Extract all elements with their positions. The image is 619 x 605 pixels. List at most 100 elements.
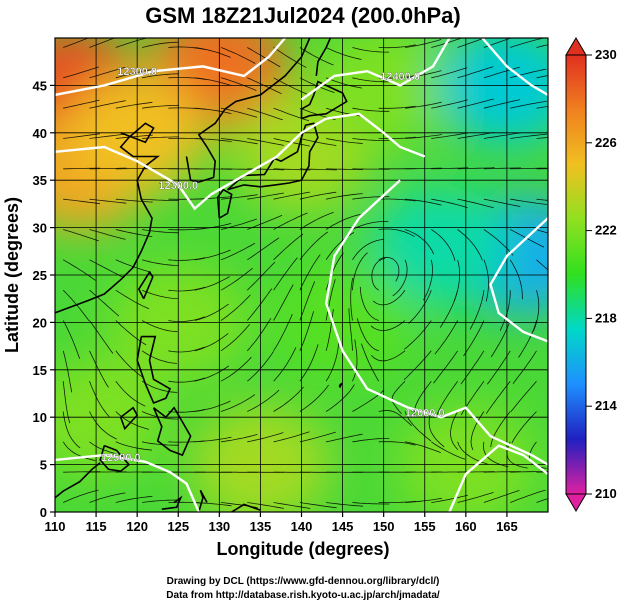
streamline bbox=[499, 290, 511, 331]
streamline bbox=[482, 441, 509, 468]
streamline bbox=[247, 317, 272, 352]
streamline bbox=[141, 350, 178, 364]
streamline bbox=[89, 133, 127, 139]
x-axis-ticks: 110 115 120 125 130 135 140 145 150 155 160 165 bbox=[45, 512, 518, 534]
streamline bbox=[63, 99, 100, 109]
streamline bbox=[273, 386, 304, 412]
streamline bbox=[115, 229, 153, 237]
streamline bbox=[431, 99, 468, 109]
streamline bbox=[536, 229, 548, 234]
coastline-segment bbox=[216, 188, 233, 219]
plot-area: 12300.0 12300.0 12400.0 12000.0 12500.0 bbox=[55, 38, 548, 512]
y-tick-label: 25 bbox=[33, 268, 47, 283]
streamline bbox=[371, 350, 406, 362]
coastline-segment bbox=[300, 80, 348, 120]
streamline bbox=[142, 198, 179, 201]
streamline bbox=[63, 259, 96, 281]
streamline bbox=[115, 441, 153, 451]
streamline bbox=[370, 320, 406, 331]
streamline bbox=[352, 502, 390, 505]
streamline bbox=[483, 259, 489, 302]
streamline bbox=[299, 138, 337, 146]
streamline bbox=[115, 380, 146, 407]
streamline bbox=[536, 44, 548, 48]
streamline bbox=[299, 191, 337, 200]
streamline bbox=[325, 384, 355, 412]
streamline bbox=[89, 198, 127, 204]
streamline bbox=[485, 380, 511, 414]
x-tick-label: 160 bbox=[455, 519, 477, 534]
colorbar-tick-label: 222 bbox=[595, 223, 617, 238]
height-contour bbox=[55, 112, 426, 211]
streamline bbox=[483, 490, 520, 503]
streamline bbox=[220, 267, 253, 291]
streamline bbox=[115, 350, 145, 379]
streamline bbox=[89, 492, 126, 503]
streamline bbox=[194, 276, 230, 291]
streamline bbox=[299, 311, 314, 351]
x-tick-label: 125 bbox=[167, 519, 189, 534]
height-contours: 12300.0 12300.0 12400.0 12000.0 12500.0 bbox=[55, 38, 548, 512]
streamline bbox=[359, 286, 379, 321]
streamline bbox=[350, 278, 354, 321]
streamline bbox=[62, 320, 81, 359]
colorbar: 210 214 218 222 226 230 bbox=[565, 37, 617, 512]
streamline bbox=[220, 77, 257, 91]
streamline bbox=[115, 101, 153, 109]
coastline-segment bbox=[198, 489, 208, 512]
height-contour bbox=[448, 444, 548, 512]
streamline bbox=[510, 380, 537, 413]
streamline bbox=[325, 279, 336, 321]
streamline bbox=[89, 289, 120, 317]
streamline bbox=[247, 47, 281, 68]
streamline bbox=[404, 411, 432, 442]
contour-label: 12400.0 bbox=[380, 71, 420, 83]
streamline bbox=[299, 211, 334, 230]
streamline bbox=[299, 344, 319, 382]
streamline bbox=[89, 441, 125, 456]
x-axis-label: Longitude (degrees) bbox=[216, 539, 389, 559]
streamline bbox=[141, 320, 178, 333]
field-patch bbox=[436, 38, 548, 146]
streamline bbox=[378, 105, 416, 109]
coastline-segment bbox=[231, 503, 261, 512]
streamline bbox=[510, 489, 546, 503]
streamline bbox=[509, 259, 523, 300]
y-axis-label: Latitude (degrees) bbox=[2, 197, 22, 353]
streamline bbox=[326, 168, 364, 170]
x-tick-label: 145 bbox=[332, 519, 354, 534]
coastline-segment bbox=[137, 270, 154, 300]
streamline bbox=[273, 168, 311, 171]
streamline bbox=[510, 471, 548, 473]
streamline bbox=[391, 380, 406, 415]
streamline bbox=[404, 134, 442, 139]
streamline bbox=[141, 380, 178, 393]
streamline bbox=[141, 289, 179, 299]
x-tick-label: 155 bbox=[414, 519, 436, 534]
colorbar-tick-label: 218 bbox=[595, 310, 617, 325]
streamline bbox=[299, 168, 337, 171]
contour-label: 12000.0 bbox=[405, 407, 445, 419]
streamline bbox=[326, 502, 364, 507]
streamline bbox=[405, 167, 443, 170]
streamline bbox=[431, 494, 468, 503]
streamline bbox=[518, 320, 537, 358]
streamline bbox=[510, 198, 547, 205]
streamline bbox=[299, 431, 336, 443]
streamline bbox=[273, 191, 311, 200]
streamline bbox=[431, 441, 466, 460]
colorbar-top-arrow bbox=[565, 37, 587, 56]
streamline bbox=[194, 249, 231, 261]
streamline bbox=[457, 441, 488, 465]
streamline bbox=[273, 431, 310, 443]
streamline bbox=[536, 259, 548, 271]
streamline bbox=[115, 411, 150, 430]
streamline bbox=[352, 239, 384, 261]
streamline bbox=[510, 100, 547, 109]
streamline bbox=[378, 44, 416, 49]
streamline bbox=[168, 377, 206, 383]
streamline bbox=[408, 290, 432, 324]
streamline bbox=[378, 136, 416, 139]
streamline bbox=[194, 77, 232, 86]
streamline bbox=[247, 389, 280, 412]
